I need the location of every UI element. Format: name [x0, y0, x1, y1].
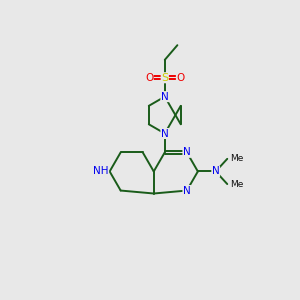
Text: O: O: [145, 73, 153, 83]
Text: Me: Me: [230, 154, 243, 163]
Text: NH: NH: [93, 167, 109, 176]
Text: N: N: [161, 92, 169, 102]
Text: Me: Me: [230, 179, 243, 189]
Text: N: N: [183, 147, 191, 158]
Text: N: N: [161, 128, 169, 139]
Text: N: N: [212, 167, 220, 176]
Text: N: N: [183, 185, 191, 196]
Text: S: S: [161, 73, 168, 83]
Text: O: O: [176, 73, 185, 83]
